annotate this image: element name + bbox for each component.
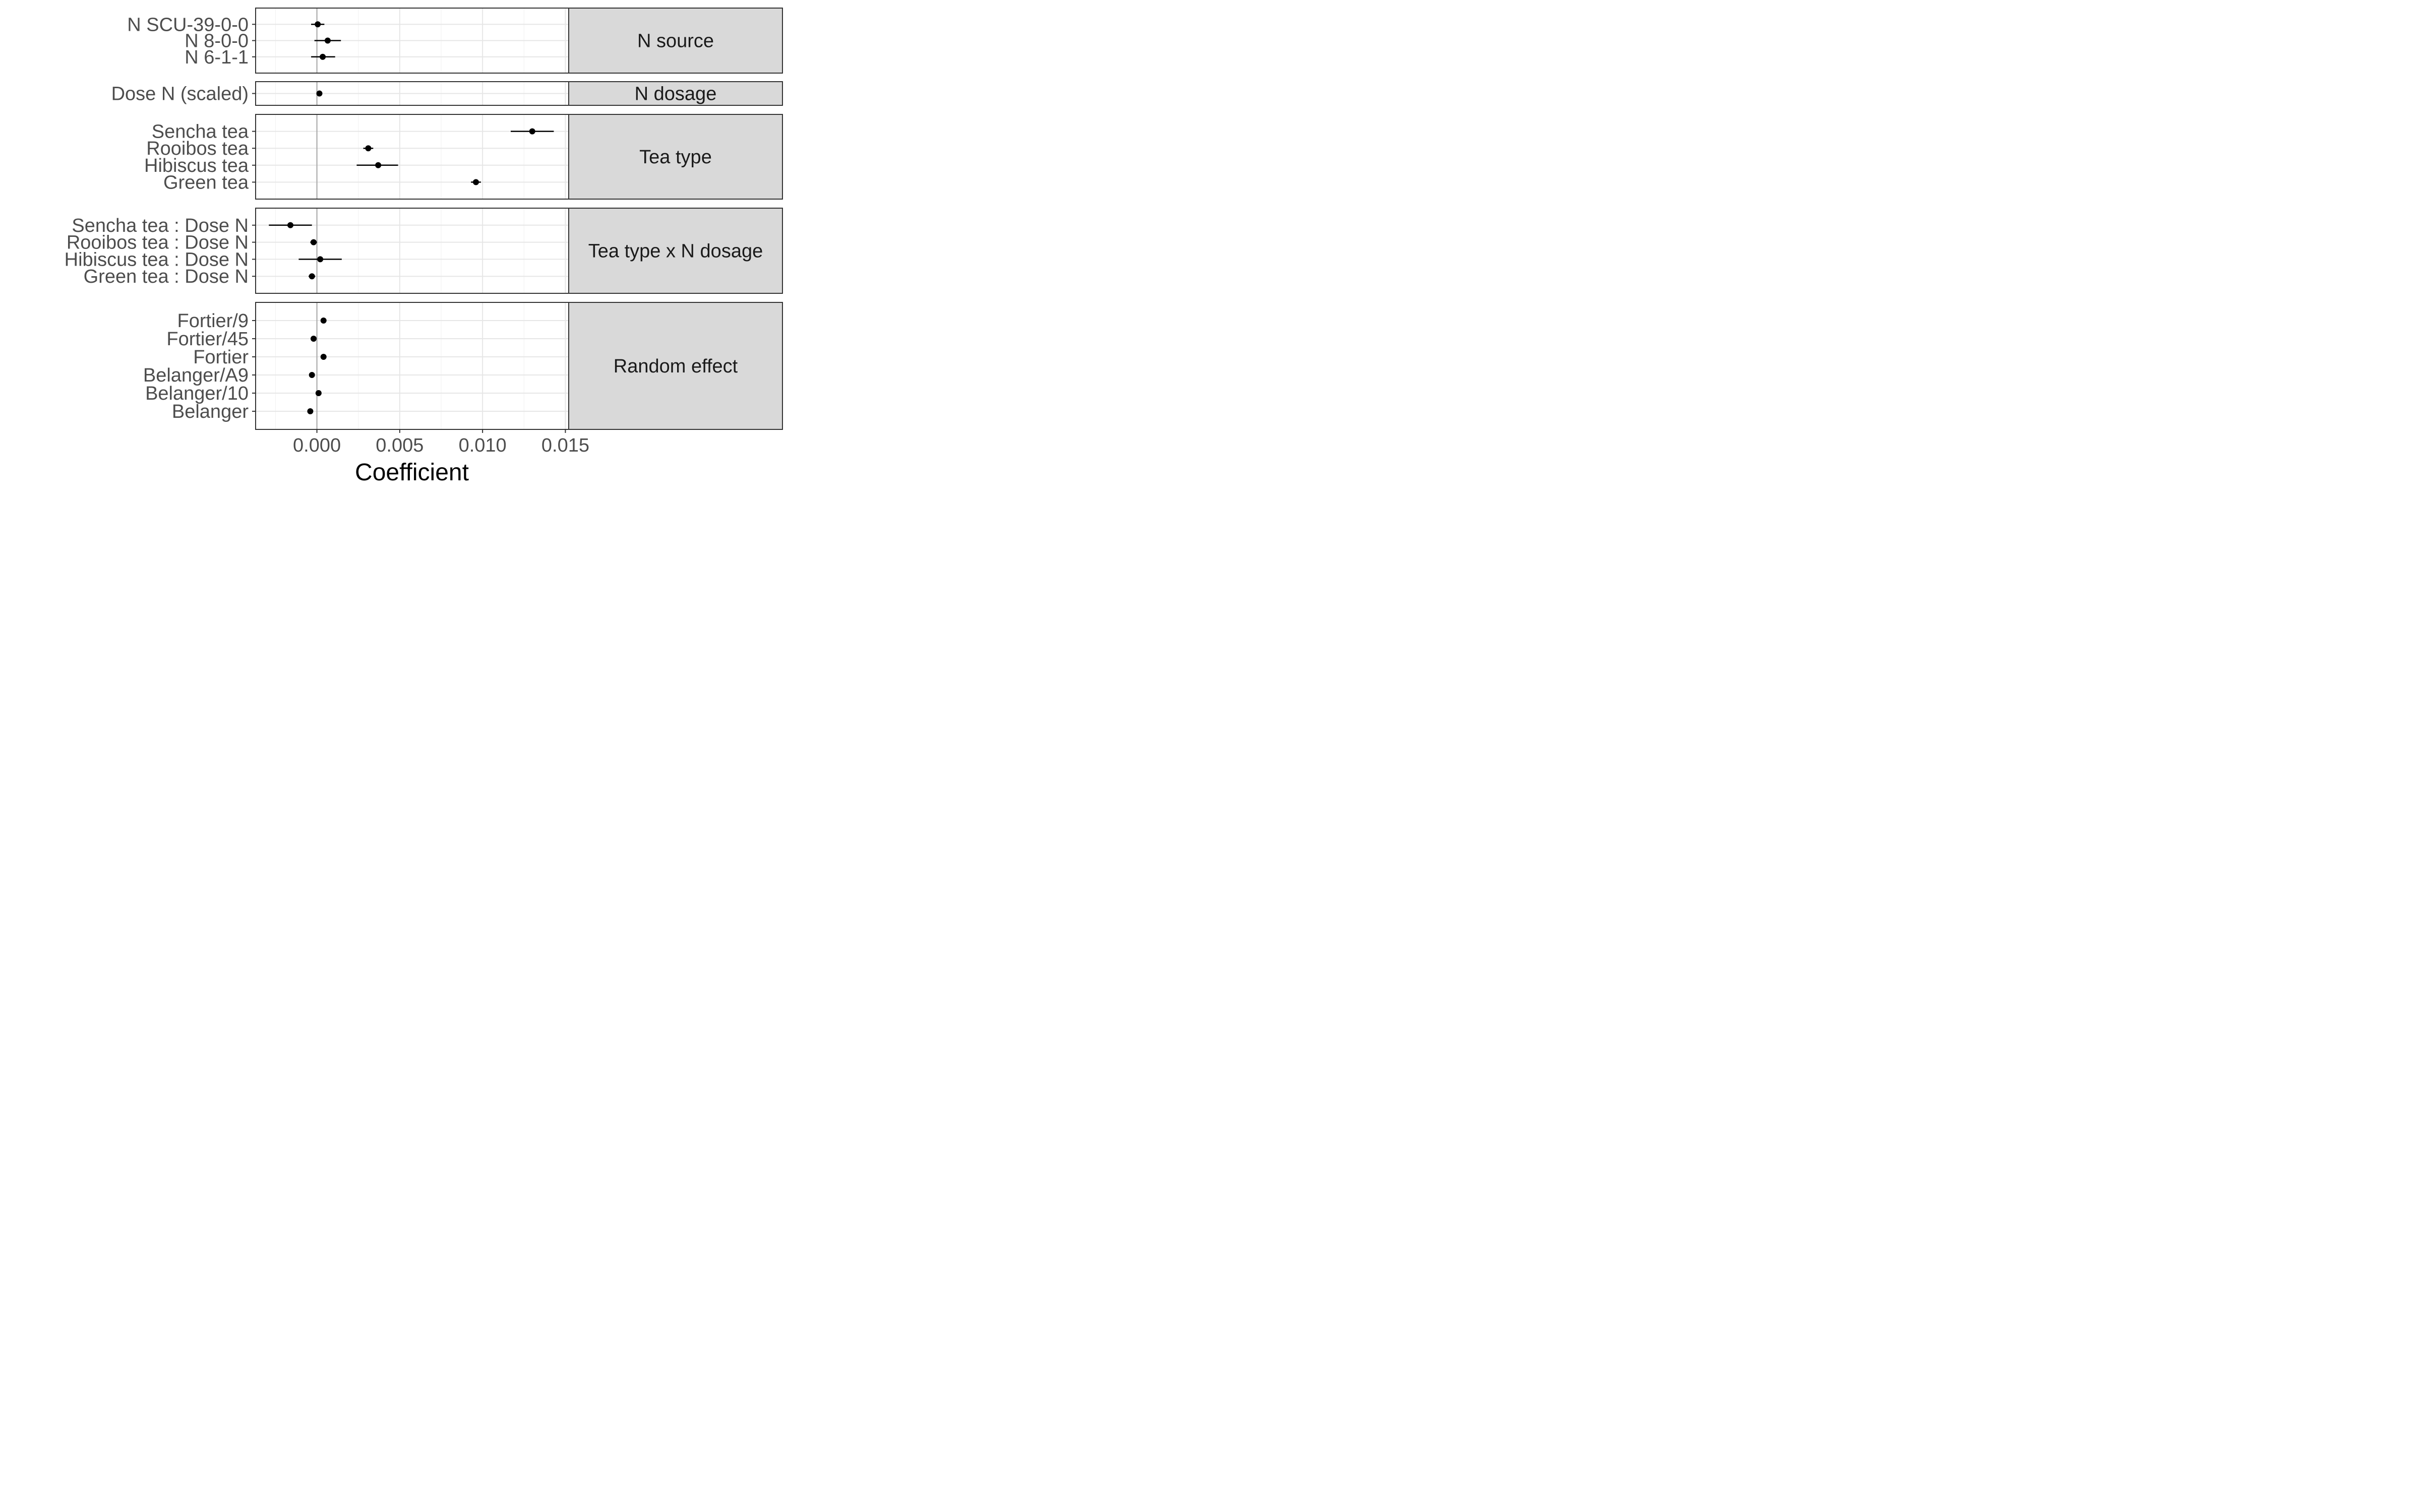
facet-strip: Tea type — [568, 114, 783, 200]
panel-background — [256, 114, 569, 199]
x-axis: 0.000 0.005 0.010 0.015 — [293, 429, 589, 456]
data-point — [287, 222, 293, 228]
y-tick-label: Rooibos tea : Dose N — [67, 232, 249, 254]
facet-strip: Tea type x N dosage — [568, 208, 783, 294]
data-point — [375, 162, 382, 168]
strip-label: Tea type — [639, 147, 712, 168]
y-tick-label: Sencha tea — [152, 121, 249, 143]
x-tick-label: 0.000 — [293, 435, 341, 456]
data-point — [315, 21, 321, 28]
x-tick-label: 0.010 — [459, 435, 507, 456]
facet-strip: N source — [568, 8, 783, 74]
data-point — [320, 354, 327, 360]
y-tick-label: N SCU-39-0-0 — [127, 14, 249, 35]
x-tick-label: 0.015 — [541, 435, 589, 456]
y-tick-label: Fortier/45 — [166, 329, 249, 350]
data-point — [473, 179, 479, 185]
facet-strips: N source N dosage Tea type Tea type x N dos… — [568, 8, 783, 430]
y-tick-label: N 8-0-0 — [185, 31, 249, 52]
facet-panel: N SCU-39-0-0N 8-0-0N 6-1-1 — [127, 8, 569, 74]
data-point — [324, 37, 331, 44]
strip-background — [568, 208, 783, 294]
y-tick-label: Belanger/10 — [145, 383, 249, 404]
y-tick-label: Sencha tea : Dose N — [72, 215, 249, 236]
data-point — [529, 128, 535, 135]
strip-background — [568, 81, 783, 106]
strip-background — [568, 8, 783, 74]
facet-panel: Dose N (scaled) — [111, 81, 569, 106]
strip-background — [568, 114, 783, 200]
data-point — [307, 408, 314, 414]
y-tick-label: Dose N (scaled) — [111, 84, 249, 105]
coefficient-chart: N SCU-39-0-0N 8-0-0N 6-1-1 Dose N (scaled… — [65, 8, 783, 486]
strip-label: Tea type x N dosage — [588, 241, 763, 262]
y-tick-label: Fortier/9 — [177, 310, 249, 332]
y-tick-label: Belanger/A9 — [143, 365, 249, 386]
y-tick-label: Green tea — [163, 172, 249, 193]
panel-background — [256, 302, 569, 429]
y-tick-label: N 6-1-1 — [185, 47, 249, 68]
data-point — [309, 273, 315, 280]
x-axis-title: Coefficient — [355, 459, 469, 486]
strip-label: N source — [637, 31, 714, 52]
data-point — [317, 256, 324, 263]
facet-panel: Fortier/9Fortier/45FortierBelanger/A9Bel… — [143, 302, 569, 430]
strip-background — [568, 302, 783, 430]
strip-label: Random effect — [614, 356, 738, 377]
facet-strip: N dosage — [568, 81, 783, 106]
panel-background — [256, 208, 569, 293]
y-tick-label: Hibiscus tea : Dose N — [65, 249, 249, 270]
data-point — [311, 239, 317, 245]
facet-panels: N SCU-39-0-0N 8-0-0N 6-1-1 Dose N (scaled… — [65, 8, 569, 430]
y-tick-label: Green tea : Dose N — [84, 266, 249, 287]
strip-label: N dosage — [635, 84, 717, 105]
data-point — [365, 145, 372, 152]
y-tick-label: Fortier — [193, 347, 249, 368]
y-tick-label: Belanger — [172, 401, 249, 422]
data-point — [320, 53, 326, 60]
data-point — [311, 336, 317, 342]
y-tick-label: Hibiscus tea — [144, 155, 249, 176]
data-point — [315, 390, 322, 396]
data-point — [309, 372, 315, 378]
x-tick-label: 0.005 — [376, 435, 424, 456]
data-point — [316, 90, 323, 97]
facet-strip: Random effect — [568, 302, 783, 430]
data-point — [320, 318, 327, 324]
y-tick-label: Rooibos tea — [146, 138, 249, 159]
